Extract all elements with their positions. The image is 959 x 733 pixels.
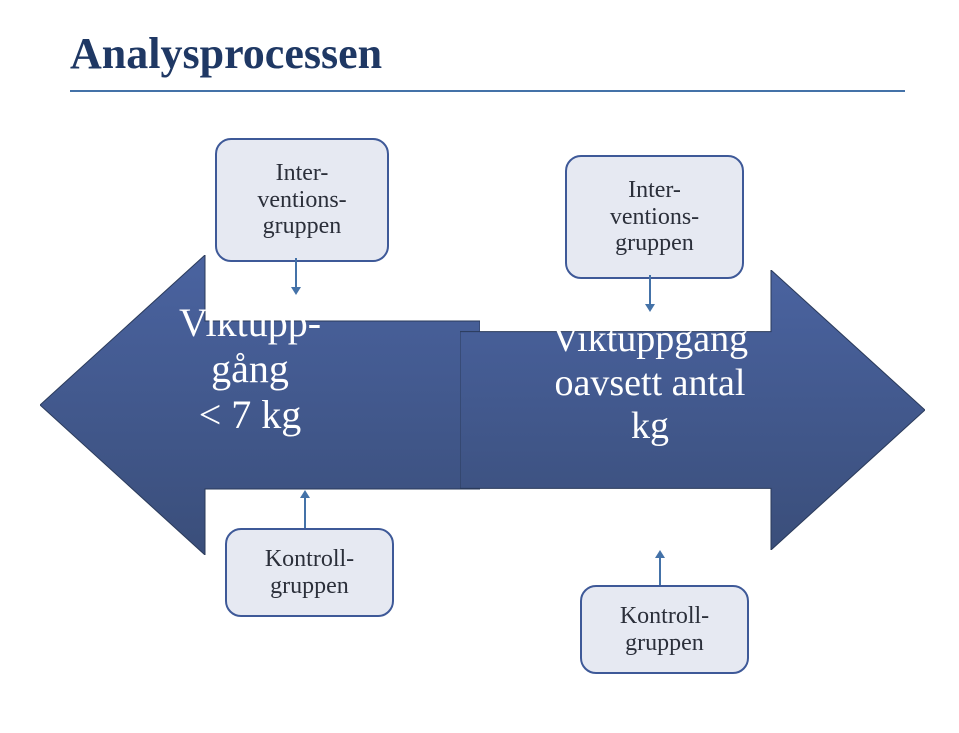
box-line: Inter-	[257, 160, 346, 186]
arrow-label-line: oavsett antal	[505, 362, 795, 406]
slide: Analysprocessen Viktupp-gång< 7 kg Viktu…	[0, 0, 959, 733]
box-interventions-top-left: Inter-ventions-gruppen	[215, 138, 389, 262]
box-line: gruppen	[265, 573, 354, 599]
box-line: Inter-	[610, 177, 699, 203]
box-line: gruppen	[257, 213, 346, 239]
title-underline	[70, 90, 905, 92]
box-line: gruppen	[620, 630, 709, 656]
connector-top-left	[286, 258, 306, 295]
arrow-label-line: < 7 kg	[130, 392, 370, 438]
arrow-label-line: kg	[505, 405, 795, 449]
box-line: Kontroll-	[620, 603, 709, 629]
box-line: ventions-	[610, 204, 699, 230]
box-line: ventions-	[257, 187, 346, 213]
connector-top-right	[640, 275, 660, 312]
connector-bottom-right	[650, 550, 670, 585]
box-interventions-top-right: Inter-ventions-gruppen	[565, 155, 744, 279]
arrow-right-label: Viktuppgångoavsett antalkg	[505, 318, 795, 449]
arrow-label-line: Viktupp-	[130, 300, 370, 346]
box-line: gruppen	[610, 230, 699, 256]
arrow-label-line: Viktuppgång	[505, 318, 795, 362]
connector-bottom-left	[295, 490, 315, 528]
box-kontroll-bottom-right: Kontroll-gruppen	[580, 585, 749, 674]
box-kontroll-bottom-left: Kontroll-gruppen	[225, 528, 394, 617]
box-line: Kontroll-	[265, 546, 354, 572]
arrow-left-label: Viktupp-gång< 7 kg	[130, 300, 370, 438]
arrow-label-line: gång	[130, 346, 370, 392]
slide-title: Analysprocessen	[70, 28, 382, 79]
